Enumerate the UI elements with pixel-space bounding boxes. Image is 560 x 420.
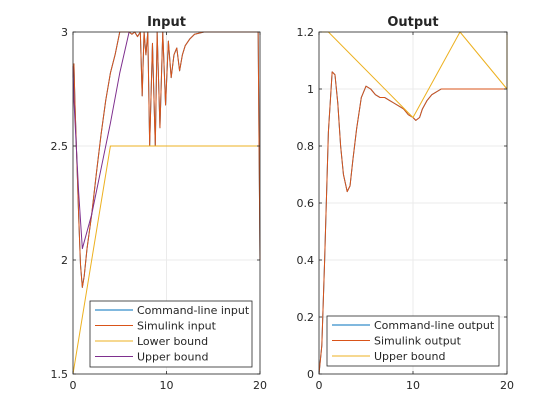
input-series-lower-bound [72, 145, 260, 375]
input-y-tick-label: 3 [61, 26, 68, 39]
output-y-tick-label: 0.6 [297, 197, 315, 210]
input-y-tick-label: 2 [61, 254, 68, 267]
input-title: Input [147, 15, 186, 30]
output-y-tick-label: 0.8 [297, 140, 315, 153]
output-axes: 0 10 20 0 0.2 0.4 0.6 0.8 1 1.2 Output Command-li… [297, 15, 515, 392]
output-legend-label-command-line-output: Command-line output [374, 319, 495, 332]
output-legend-label-upper-bound: Upper bound [374, 350, 445, 363]
output-x-tick-label: 20 [500, 379, 514, 392]
input-axes: 0 10 20 1.5 2 2.5 3 Input Command-line input Si… [51, 15, 268, 392]
input-x-tick-label: 0 [70, 379, 77, 392]
input-ticks: 0 10 20 1.5 2 2.5 3 [51, 26, 268, 392]
output-ticks: 0 10 20 0 0.2 0.4 0.6 0.8 1 1.2 [297, 26, 515, 392]
output-legend-label-simulink-output: Simulink output [374, 335, 462, 348]
output-series-simulink-output [318, 71, 507, 375]
output-title: Output [387, 15, 438, 30]
output-y-tick-label: 0 [307, 368, 314, 381]
input-legend[interactable]: Command-line input Simulink input Lower bo… [89, 300, 253, 368]
input-series-upper-bound [72, 31, 130, 250]
input-x-tick-label: 20 [253, 379, 267, 392]
input-plot-lines [72, 31, 261, 375]
output-y-tick-label: 0.2 [297, 311, 315, 324]
input-legend-label-lower-bound: Lower bound [137, 335, 208, 348]
output-x-tick-label: 0 [316, 379, 323, 392]
input-x-tick-label: 10 [160, 379, 174, 392]
output-y-tick-label: 1.2 [297, 26, 315, 39]
output-x-tick-label: 10 [406, 379, 420, 392]
output-y-tick-label: 0.4 [297, 254, 315, 267]
input-legend-label-upper-bound: Upper bound [137, 351, 208, 364]
output-legend[interactable]: Command-line output Simulink output Upper … [326, 315, 500, 367]
input-y-tick-label: 2.5 [51, 140, 69, 153]
output-y-tick-label: 1 [307, 83, 314, 96]
input-legend-label-command-line-input: Command-line input [137, 304, 250, 317]
input-legend-label-simulink-input: Simulink input [137, 320, 217, 333]
input-y-tick-label: 1.5 [51, 368, 69, 381]
